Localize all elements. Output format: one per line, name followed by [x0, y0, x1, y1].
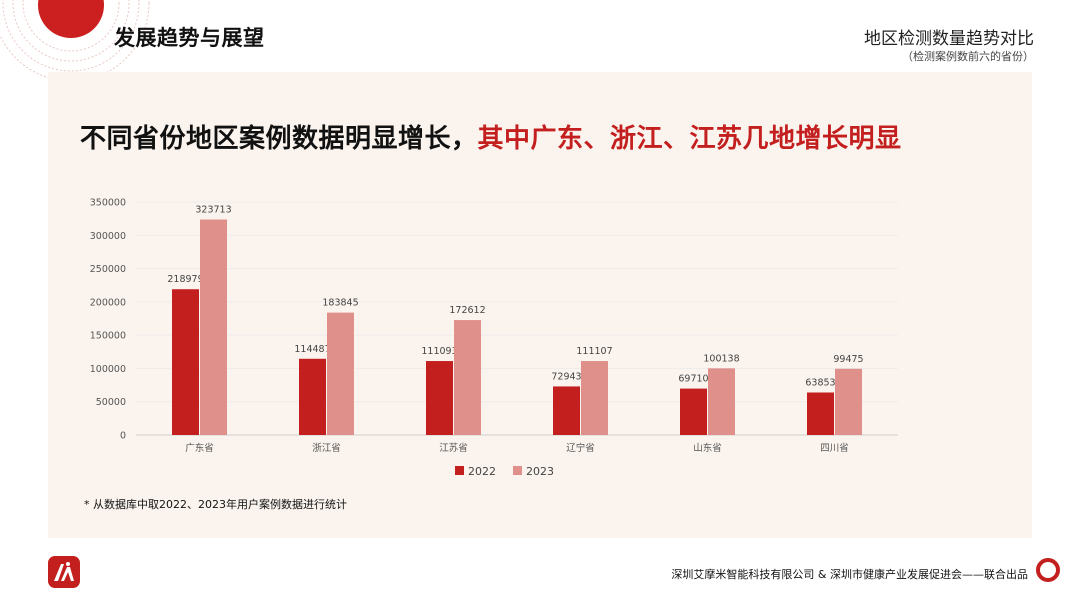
data-label: 111107 [576, 346, 612, 357]
y-tick-label: 250000 [90, 264, 126, 275]
legend-swatch [513, 466, 522, 475]
bar [553, 386, 580, 435]
x-tick-label: 江苏省 [439, 442, 468, 454]
legend-swatch [455, 466, 464, 475]
data-label: 114487 [294, 344, 330, 355]
legend-label: 2023 [526, 465, 554, 478]
footnote: * 从数据库中取2022、2023年用户案例数据进行统计 [84, 498, 347, 511]
data-label: 69710 [678, 374, 708, 385]
data-label: 100138 [703, 353, 739, 364]
bar [807, 392, 834, 435]
brand-logo-icon-shape [54, 562, 74, 581]
data-label: 218979 [167, 274, 203, 285]
data-label: 323713 [195, 204, 231, 215]
y-tick-label: 0 [120, 431, 126, 442]
headline-part1: 不同省份地区案例数据明显增长， [80, 124, 478, 154]
bar [835, 368, 862, 435]
data-label: 111093 [421, 346, 457, 357]
brand-logo-icon [48, 556, 80, 588]
y-tick-label: 300000 [90, 231, 126, 242]
x-tick-label: 四川省 [820, 442, 849, 454]
bar [426, 361, 453, 435]
bar [581, 361, 608, 435]
slide-subtitle: （检测案例数前六的省份） [902, 50, 1034, 63]
y-tick-label: 200000 [90, 297, 126, 308]
bar [299, 358, 326, 435]
bar [200, 219, 227, 435]
headline: 不同省份地区案例数据明显增长，其中广东、浙江、江苏几地增长明显 [80, 118, 902, 155]
slide-title: 地区检测数量趋势对比 [864, 29, 1034, 49]
bar [454, 320, 481, 435]
decorative-rings [0, 0, 150, 82]
bar [327, 312, 354, 435]
bar-chart-svg: 0 50000 100000 150000 200000 250000 300000 3500… [90, 198, 898, 478]
footer-credit: 深圳艾摩米智能科技有限公司 & 深圳市健康产业发展促进会——联合出品 [671, 568, 1028, 581]
y-tick-label: 150000 [90, 331, 126, 342]
x-tick-label: 广东省 [185, 442, 214, 454]
bar [680, 388, 707, 435]
bar-chart: 0 50000 100000 150000 200000 250000 300000 3500… [70, 190, 910, 494]
section-title: 发展趋势与展望 [114, 26, 265, 50]
bar [708, 368, 735, 435]
data-label: 72943 [551, 371, 581, 382]
data-label: 183845 [322, 298, 358, 309]
data-label: 63853 [805, 377, 835, 388]
headline-part2: 其中广东、浙江、江苏几地增长明显 [477, 124, 902, 154]
legend-label: 2022 [468, 465, 496, 478]
x-tick-label: 辽宁省 [566, 442, 595, 454]
data-label: 172612 [449, 305, 485, 316]
data-label: 99475 [833, 354, 863, 365]
y-tick-label: 100000 [90, 364, 126, 375]
y-tick-label: 50000 [96, 397, 126, 408]
y-tick-label: 350000 [90, 198, 126, 209]
x-tick-label: 浙江省 [312, 442, 341, 454]
x-tick-label: 山东省 [693, 442, 722, 454]
bar [172, 289, 199, 435]
ring-icon [1036, 558, 1060, 582]
